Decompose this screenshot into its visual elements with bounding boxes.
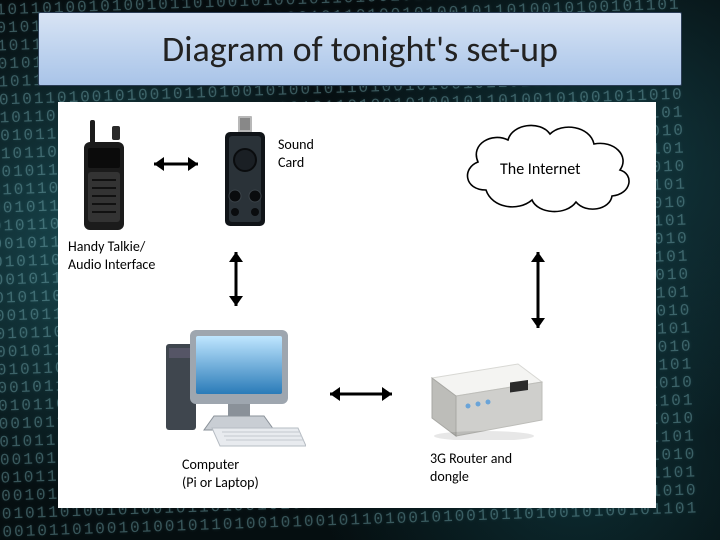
router-icon: [414, 356, 548, 440]
arrow-router-internet: [526, 242, 550, 338]
radio-icon: [84, 120, 126, 232]
diagram-canvas: Handy Talkie/ Audio Interface Sound Card…: [58, 102, 656, 508]
arrow-soundcard-computer: [224, 242, 248, 316]
soundcard-icon: [223, 116, 267, 228]
arrow-computer-router: [320, 382, 402, 406]
radio-label: Handy Talkie/ Audio Interface: [68, 238, 155, 274]
cloud-label: The Internet: [500, 160, 580, 181]
computer-label: Computer (Pi or Laptop): [182, 456, 259, 492]
soundcard-label: Sound Card: [278, 136, 314, 172]
router-label: 3G Router and dongle: [430, 450, 512, 486]
arrow-radio-soundcard: [144, 152, 208, 176]
computer-icon: [166, 330, 306, 450]
slide-title: Diagram of tonight's set-up: [162, 27, 558, 71]
slide-title-bar: Diagram of tonight's set-up: [38, 12, 682, 86]
